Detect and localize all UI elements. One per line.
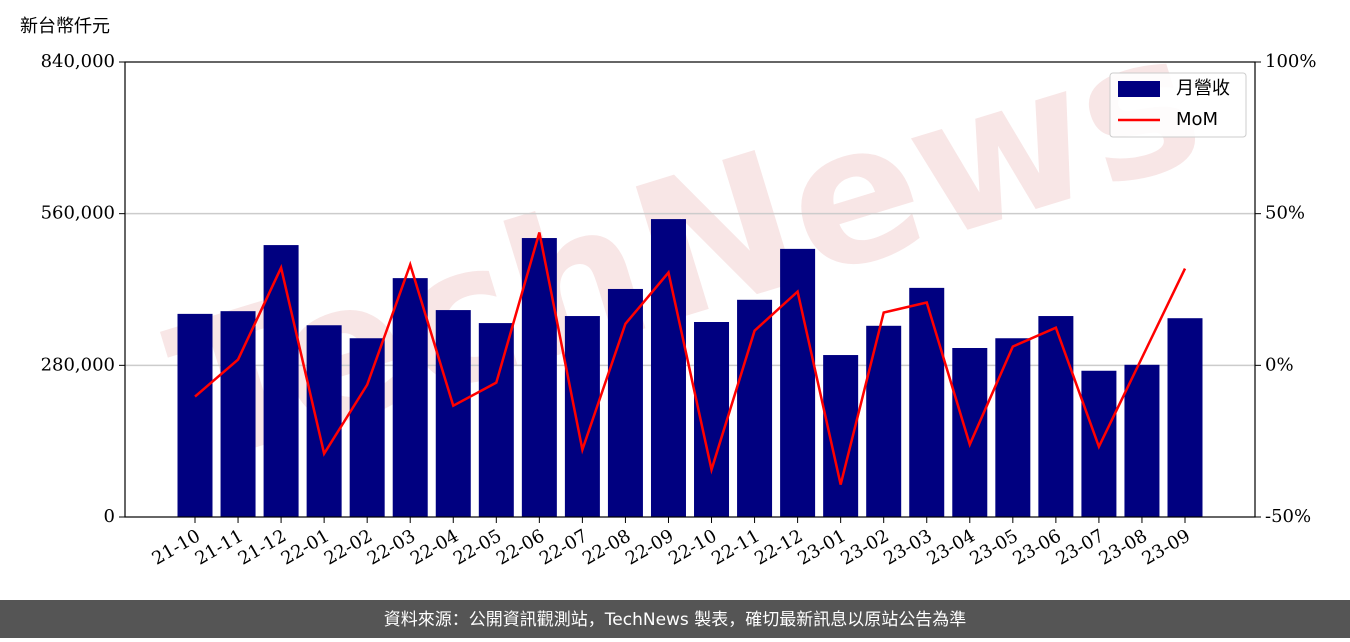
x-tick-label: 23-06 <box>1009 525 1064 569</box>
bar <box>737 299 773 517</box>
y2-tick-label: 100% <box>1265 51 1316 72</box>
y-tick-label: 0 <box>104 506 115 527</box>
bar <box>478 323 514 517</box>
bar <box>694 322 730 517</box>
bar <box>392 278 428 517</box>
x-tick-label: 23-03 <box>880 525 935 569</box>
bar <box>263 245 299 518</box>
x-tick-label: 22-05 <box>450 525 505 569</box>
bar <box>1167 318 1203 517</box>
bar <box>909 287 945 517</box>
bar <box>1038 316 1074 517</box>
bar <box>349 338 385 517</box>
y2-tick-label: 0% <box>1265 354 1294 375</box>
y-axis-label: 新台幣仟元 <box>20 16 110 37</box>
bar <box>1124 364 1160 517</box>
x-tick-label: 22-07 <box>536 525 591 569</box>
bar <box>435 310 471 517</box>
x-tick-label: 21-10 <box>149 525 204 569</box>
y-tick-label: 280,000 <box>41 354 115 375</box>
bar <box>780 248 816 517</box>
x-tick-label: 21-12 <box>235 525 290 569</box>
bar <box>952 348 988 517</box>
legend-label: 月營收 <box>1176 78 1230 99</box>
bar <box>220 311 256 517</box>
bar <box>306 325 342 517</box>
x-tick-label: 22-10 <box>665 525 720 569</box>
y-tick-label: 560,000 <box>41 203 115 224</box>
line <box>194 232 1187 485</box>
legend: 月營收 MoM <box>1109 72 1247 138</box>
x-tick-label: 22-02 <box>321 525 376 569</box>
x-tick-label: 22-01 <box>278 525 333 569</box>
x-tick-label: 22-09 <box>622 525 677 569</box>
x-tick-label: 22-12 <box>751 525 806 569</box>
y2-tick-label: -50% <box>1265 506 1311 527</box>
x-tick-label: 22-06 <box>493 525 548 569</box>
bar <box>650 219 686 518</box>
legend-swatch <box>1118 81 1160 97</box>
x-tick-label: 23-08 <box>1096 525 1151 569</box>
bar <box>177 313 213 517</box>
legend-label: MoM <box>1176 109 1218 130</box>
bar <box>866 325 902 517</box>
x-tick-label: 23-02 <box>837 525 892 569</box>
x-tick-label: 22-03 <box>364 525 419 569</box>
x-tick-label: 22-04 <box>407 525 462 569</box>
x-tick-label: 23-05 <box>966 525 1021 569</box>
bar <box>995 338 1031 517</box>
x-tick-label: 21-11 <box>192 525 247 569</box>
x-tick-label: 23-07 <box>1052 525 1107 569</box>
bar <box>521 238 557 517</box>
x-tick-label: 22-11 <box>708 525 763 569</box>
y-tick-label: 840,000 <box>41 51 115 72</box>
plot-frame <box>124 61 1256 518</box>
x-tick-label: 23-09 <box>1139 525 1194 569</box>
footer: 資料來源：公開資訊觀測站，TechNews 製表，確切最新訊息以原站公告為準 <box>384 610 966 630</box>
footer-bar <box>0 600 1350 638</box>
y2-tick-label: 50% <box>1265 203 1305 224</box>
x-tick-label: 23-04 <box>923 525 978 569</box>
x-tick-label: 22-08 <box>579 525 634 569</box>
x-tick-label: 23-01 <box>794 525 849 569</box>
